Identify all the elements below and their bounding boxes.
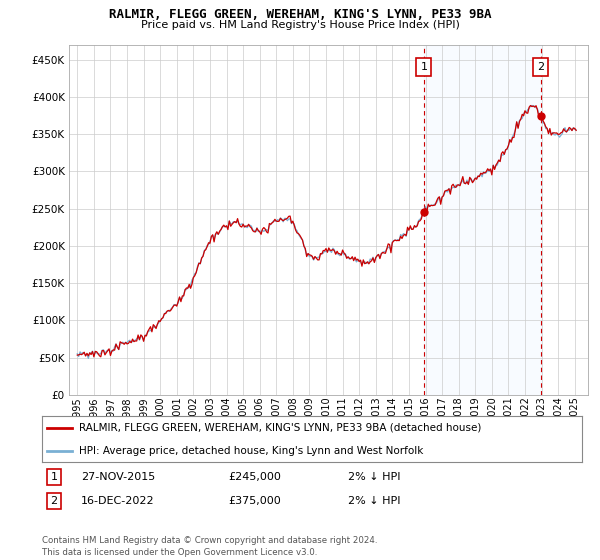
Bar <box>424 45 541 395</box>
Text: Contains HM Land Registry data © Crown copyright and database right 2024.
This d: Contains HM Land Registry data © Crown c… <box>42 536 377 557</box>
Text: RALMIR, FLEGG GREEN, WEREHAM, KING'S LYNN, PE33 9BA (detached house): RALMIR, FLEGG GREEN, WEREHAM, KING'S LYN… <box>79 423 481 432</box>
Text: 2% ↓ HPI: 2% ↓ HPI <box>348 472 401 482</box>
Text: 1: 1 <box>50 472 58 482</box>
Text: 1: 1 <box>421 62 427 72</box>
Text: 16-DEC-2022: 16-DEC-2022 <box>81 496 155 506</box>
Text: RALMIR, FLEGG GREEN, WEREHAM, KING'S LYNN, PE33 9BA: RALMIR, FLEGG GREEN, WEREHAM, KING'S LYN… <box>109 8 491 21</box>
Text: 27-NOV-2015: 27-NOV-2015 <box>81 472 155 482</box>
Text: 2: 2 <box>538 62 544 72</box>
Text: HPI: Average price, detached house, King's Lynn and West Norfolk: HPI: Average price, detached house, King… <box>79 446 423 455</box>
Text: 2% ↓ HPI: 2% ↓ HPI <box>348 496 401 506</box>
Text: £375,000: £375,000 <box>228 496 281 506</box>
Text: Price paid vs. HM Land Registry's House Price Index (HPI): Price paid vs. HM Land Registry's House … <box>140 20 460 30</box>
Text: £245,000: £245,000 <box>228 472 281 482</box>
Text: 2: 2 <box>50 496 58 506</box>
